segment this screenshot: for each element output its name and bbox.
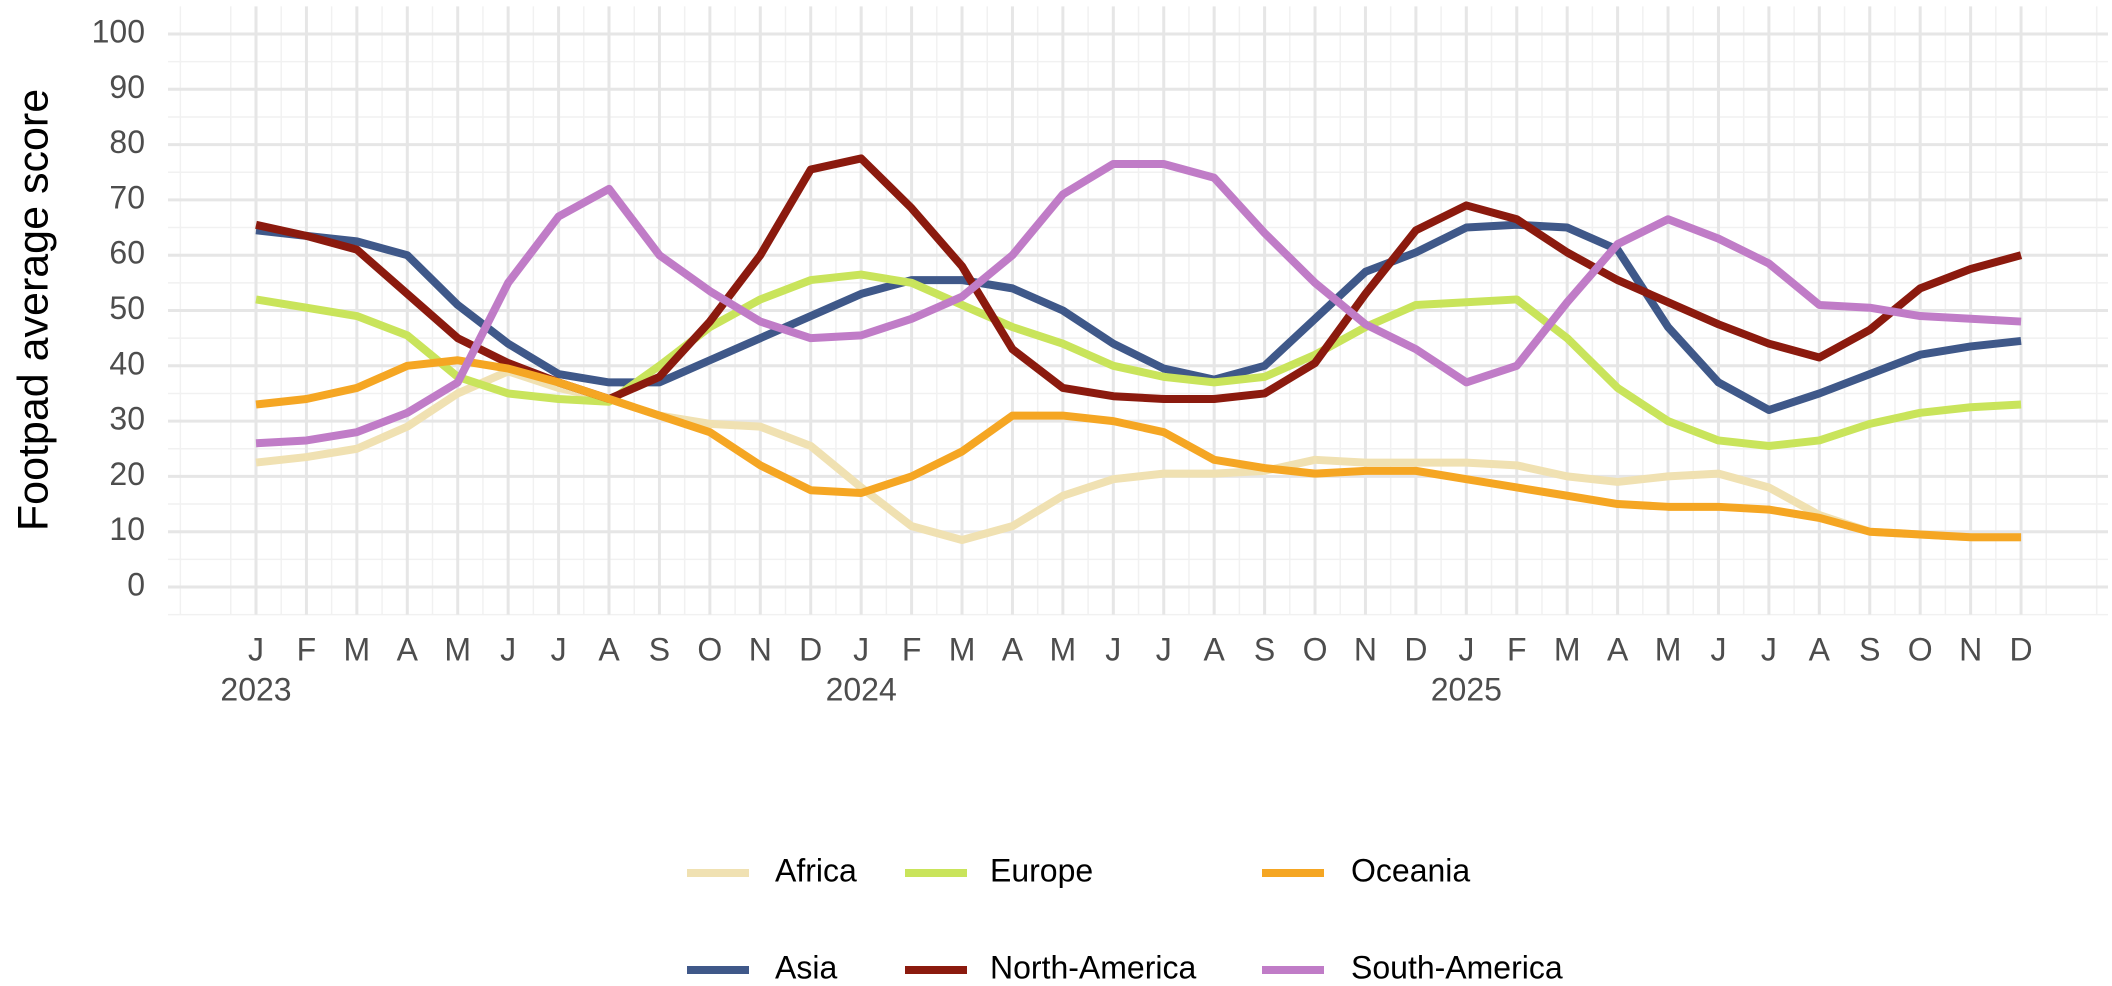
x-tick-label: A [598,631,620,667]
x-year-label: 2025 [1431,671,1502,707]
x-tick-label: J [1710,631,1726,667]
x-tick-label: F [297,631,317,667]
x-tick-label: M [949,631,976,667]
y-axis-title: Footpad average score [9,89,57,531]
x-tick-label: M [444,631,471,667]
y-tick-label: 60 [109,235,145,271]
x-tick-label: A [1002,631,1024,667]
x-tick-label: A [397,631,419,667]
y-tick-label: 10 [109,511,145,547]
series-line [255,367,2022,544]
x-tick-label: D [2009,631,2032,667]
x-tick-label: O [1303,631,1328,667]
y-tick-label: 20 [109,456,145,492]
x-tick-label: M [344,631,371,667]
y-tick-label: 70 [109,179,145,215]
x-tick-label: N [1354,631,1377,667]
x-tick-label: D [1404,631,1427,667]
x-tick-label: J [1105,631,1121,667]
x-tick-label: J [551,631,567,667]
x-tick-label: M [1050,631,1077,667]
x-tick-label: S [1254,631,1275,667]
x-tick-label: J [1458,631,1474,667]
legend-label: Europe [990,852,1093,888]
legend-label: North-America [990,949,1196,985]
x-tick-label: M [1655,631,1682,667]
x-tick-label: N [749,631,772,667]
x-tick-label: J [1156,631,1172,667]
x-tick-label: S [649,631,670,667]
x-tick-label: O [1908,631,1933,667]
legend-label: Africa [775,852,857,888]
x-tick-label: O [697,631,722,667]
x-year-label: 2023 [220,671,291,707]
x-tick-label: N [1959,631,1982,667]
x-tick-label: S [1859,631,1880,667]
y-tick-label: 40 [109,345,145,381]
y-tick-label: 30 [109,401,145,437]
y-tick-label: 80 [109,124,145,160]
series-line [255,220,2022,415]
x-tick-label: J [500,631,516,667]
x-tick-label: A [1203,631,1225,667]
x-tick-label: A [1607,631,1629,667]
legend-label: Asia [775,949,837,985]
x-year-label: 2024 [826,671,897,707]
y-tick-label: 100 [92,13,145,49]
series-line [255,356,2022,542]
x-tick-label: J [1761,631,1777,667]
legend-label: Oceania [1351,852,1470,888]
x-tick-label: D [799,631,822,667]
y-tick-label: 0 [127,566,145,602]
x-tick-label: M [1554,631,1581,667]
y-tick-label: 50 [109,290,145,326]
x-tick-label: F [1507,631,1527,667]
series-line [255,270,2022,450]
y-tick-label: 90 [109,69,145,105]
x-tick-label: F [902,631,922,667]
x-tick-label: J [248,631,264,667]
x-tick-label: A [1809,631,1831,667]
legend-label: South-America [1351,949,1563,985]
series-line [255,159,2022,448]
x-tick-label: J [853,631,869,667]
